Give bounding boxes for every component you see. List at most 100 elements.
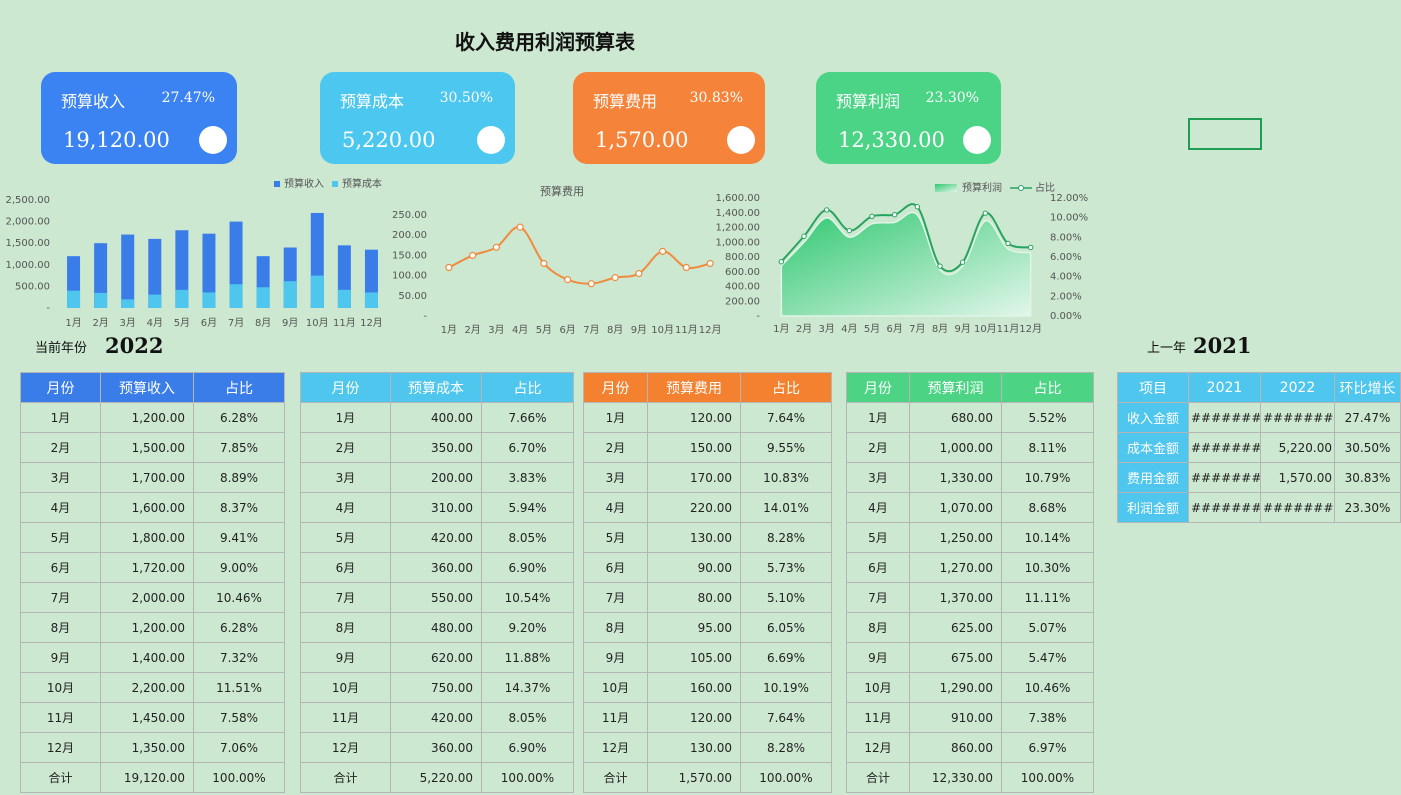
table-cell: 7.58% <box>193 702 285 733</box>
x-tick-label: 10月 <box>651 324 674 336</box>
table-cell: 6.69% <box>740 642 832 673</box>
line-marker <box>891 212 898 218</box>
line-marker <box>445 263 453 272</box>
x-tick-label: 11月 <box>675 324 698 336</box>
table-row: 10月 750.00 14.37% <box>300 672 574 703</box>
y-tick-label: 800.00 <box>725 252 760 263</box>
bar <box>202 233 216 308</box>
table-cell: 6月 <box>20 552 101 583</box>
table-cell: 7月 <box>846 582 910 613</box>
kpi-card: 预算成本 30.50% 5,220.00 <box>320 72 515 164</box>
line-marker <box>1005 240 1011 247</box>
table-cell: 14.37% <box>481 672 574 703</box>
table-cell: 5.73% <box>740 552 832 583</box>
line-marker <box>1027 244 1034 251</box>
x-tick-label: 6月 <box>886 323 902 335</box>
table-row: 10月 160.00 10.19% <box>583 672 832 703</box>
table-cell: 10月 <box>300 672 391 703</box>
x-tick-label: 4月 <box>512 324 528 336</box>
y2-tick-label: 4.00% <box>1050 272 1082 283</box>
table-cell: 8.89% <box>193 462 285 493</box>
table-cell: 8.68% <box>1001 492 1094 523</box>
table-cell: 7.66% <box>481 402 574 433</box>
header-cell: 占比 <box>740 372 832 403</box>
table-cell: 11月 <box>20 702 101 733</box>
x-tick-label: 5月 <box>536 324 552 336</box>
table-row: 6月 1,720.00 9.00% <box>20 552 285 583</box>
year-label: 上一年 <box>1147 341 1187 356</box>
table-cell: 3月 <box>20 462 101 493</box>
table-cell: 6.28% <box>193 402 285 433</box>
table-cell: 120.00 <box>647 702 741 733</box>
line-marker <box>869 213 875 219</box>
page-title: 收入费用利润预算表 <box>455 30 635 54</box>
area <box>780 211 1032 317</box>
table-cell: 10月 <box>846 672 910 703</box>
table-cell: 95.00 <box>647 612 741 643</box>
table-cell: 12月 <box>300 732 391 763</box>
x-tick-label: 12月 <box>360 317 383 329</box>
selected-cell[interactable] <box>1188 118 1262 150</box>
table-cell: 6月 <box>583 552 648 583</box>
y-tick-label: 200.00 <box>725 296 760 307</box>
table-cell: 1,270.00 <box>909 552 1002 583</box>
table-row: 11月 1,450.00 7.58% <box>20 702 285 733</box>
x-tick-label: 1月 <box>441 324 457 336</box>
table-cell: 8月 <box>846 612 910 643</box>
table-cell: 480.00 <box>390 612 482 643</box>
bar <box>175 289 189 308</box>
chart: - 500.00 1,000.00 1,500.00 2,000.00 2,500.00 1… <box>5 177 382 329</box>
table-cell: 5月 <box>20 522 101 553</box>
table-cell: 8.37% <box>193 492 285 523</box>
table-cell: 合计 <box>583 762 648 793</box>
table-cell: 5.47% <box>1001 642 1094 673</box>
table-cell: 19,120.00 <box>100 762 194 793</box>
card-label: 预算费用 <box>593 92 658 111</box>
header-cell: 2022 <box>1260 372 1335 403</box>
y-tick-label: - <box>423 311 427 322</box>
line-marker <box>778 259 785 265</box>
table-cell: 7.32% <box>193 642 285 673</box>
legend-key <box>935 184 957 192</box>
bar <box>121 299 135 308</box>
year-label: 当前年份 <box>35 341 88 356</box>
table-cell: 7月 <box>583 582 648 613</box>
line-marker <box>801 233 807 239</box>
chart: - 200.00 400.00 600.00 800.00 1,000.00 1,200.0… <box>715 181 1088 335</box>
x-tick-label: 6月 <box>201 317 217 329</box>
table-row: 10月 2,200.00 11.51% <box>20 672 285 703</box>
table-row: 7月 2,000.00 10.46% <box>20 582 285 613</box>
table-cell: 11月 <box>846 702 910 733</box>
table-cell: 4月 <box>300 492 391 523</box>
table-row: 12月 130.00 8.28% <box>583 732 832 763</box>
line-marker <box>846 227 853 234</box>
table-cell: 1,250.00 <box>909 522 1002 553</box>
table-cell: 6月 <box>300 552 391 583</box>
table-cell: 9.00% <box>193 552 285 583</box>
table-row: 12月 1,350.00 7.06% <box>20 732 285 763</box>
table-cell: 170.00 <box>647 462 741 493</box>
x-tick-label: 12月 <box>699 324 722 336</box>
table-row: 9月 675.00 5.47% <box>846 642 1094 673</box>
table-cell: 合计 <box>846 762 910 793</box>
header-cell: 月份 <box>300 372 391 403</box>
table-cell: 5.94% <box>481 492 574 523</box>
kpi-card: 预算费用 30.83% 1,570.00 <box>573 72 765 164</box>
table-cell: 10.14% <box>1001 522 1094 553</box>
table-cell: 130.00 <box>647 732 741 763</box>
table-cell: 9月 <box>20 642 101 673</box>
table-cell: 4月 <box>20 492 101 523</box>
x-tick-label: 7月 <box>583 324 599 336</box>
y-tick-label: 2,500.00 <box>5 195 50 206</box>
table-cell: 10.54% <box>481 582 574 613</box>
table-row: 8月 95.00 6.05% <box>583 612 832 643</box>
table-cell: 6.90% <box>481 552 574 583</box>
y-tick-label: 250.00 <box>392 210 427 221</box>
table-row: 5月 130.00 8.28% <box>583 522 832 553</box>
table-row: 8月 1,200.00 6.28% <box>20 612 285 643</box>
table-cell: 费用金额 <box>1117 462 1189 493</box>
table-cell: 1,370.00 <box>909 582 1002 613</box>
table-cell: 130.00 <box>647 522 741 553</box>
header-cell: 环比增长 <box>1334 372 1401 403</box>
card-amount: 12,330.00 <box>838 128 945 152</box>
